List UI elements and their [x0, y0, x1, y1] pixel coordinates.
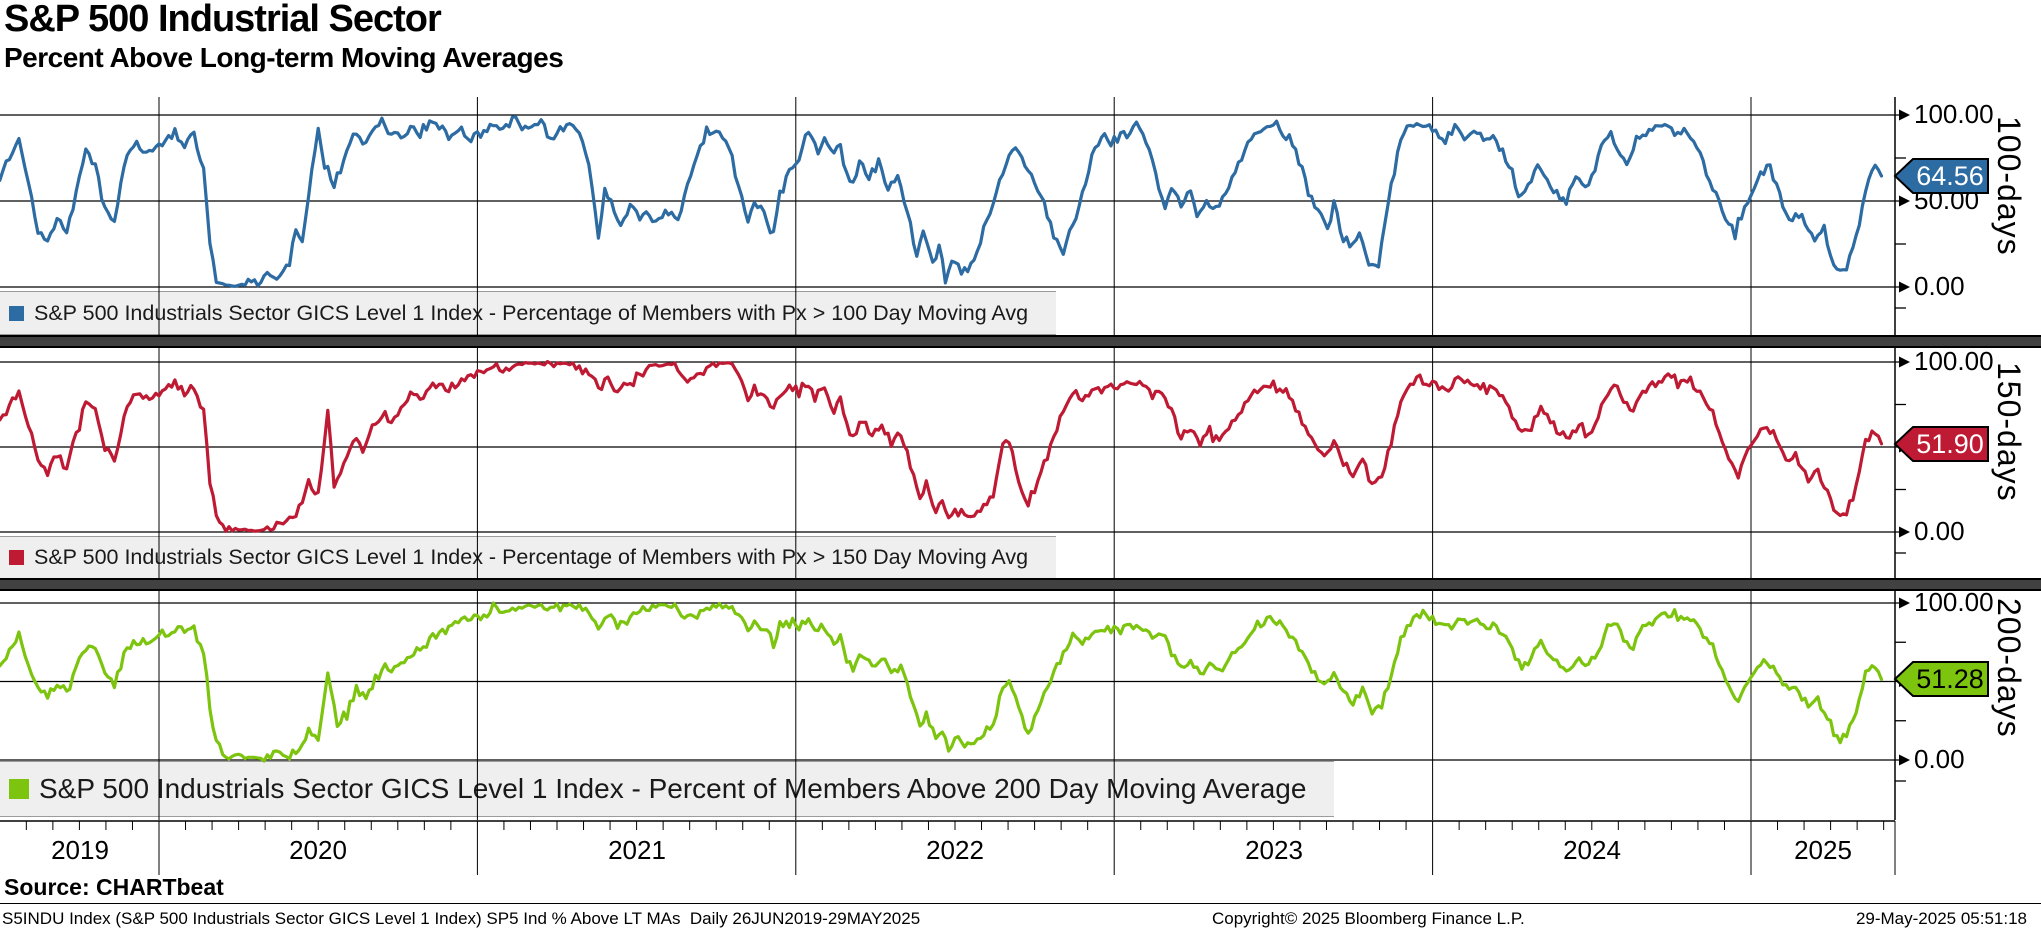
x-tick-label-2023: 2023	[1245, 835, 1303, 865]
badge-arrow-shape	[1893, 157, 1989, 194]
axis-arrow-icon	[1899, 526, 1910, 538]
last-value-150d: 51.90	[1916, 429, 1984, 459]
y-tick-label: 0.00	[1914, 271, 1965, 301]
axis-arrow-icon	[1899, 281, 1910, 293]
last-value-100d: 64.56	[1916, 161, 1984, 191]
footer-security-description: S5INDU Index (S&P 500 Industrials Sector…	[2, 909, 921, 928]
y-tick-label: 0.00	[1914, 744, 1965, 774]
legend-label-150d: S&P 500 Industrials Sector GICS Level 1 …	[34, 545, 1029, 569]
legend-150d: S&P 500 Industrials Sector GICS Level 1 …	[0, 536, 1057, 579]
legend-label-200d: S&P 500 Industrials Sector GICS Level 1 …	[39, 773, 1307, 804]
y-tick-label: 0.00	[1914, 516, 1965, 546]
axis-arrow-icon	[1899, 754, 1910, 766]
legend-200d: S&P 500 Industrials Sector GICS Level 1 …	[0, 761, 1335, 817]
series-line-200d	[0, 601, 1884, 763]
legend-marker-100d-icon	[9, 305, 24, 321]
axis-arrow-icon	[1899, 356, 1910, 368]
last-value-badge-150d: 51.90	[1893, 425, 1989, 462]
y-tick-label: 100.00	[1914, 99, 1994, 129]
last-value-badge-200d: 51.28	[1893, 661, 1989, 698]
x-tick-label-2024: 2024	[1563, 835, 1621, 865]
axis-arrow-icon	[1899, 195, 1910, 207]
x-tick-label-2022: 2022	[926, 835, 984, 865]
source-line: Source: CHARTbeat	[4, 874, 224, 900]
badge-arrow-shape	[1893, 425, 1989, 462]
page-title: S&P 500 Industrial Sector	[4, 0, 442, 40]
axis-arrow-icon	[1899, 109, 1910, 121]
x-tick-label-2025: 2025	[1794, 835, 1852, 865]
footer-divider	[0, 903, 2041, 904]
panel-separator	[0, 578, 2041, 591]
legend-100d: S&P 500 Industrials Sector GICS Level 1 …	[0, 291, 1057, 335]
panel-axis-label-100d: 100-days	[1991, 116, 2027, 256]
legend-marker-200d-icon	[9, 779, 29, 799]
page-subtitle: Percent Above Long-term Moving Averages	[4, 42, 564, 73]
legend-marker-150d-icon	[9, 550, 24, 565]
axis-arrow-icon	[1899, 597, 1910, 609]
footer-copyright: Copyright© 2025 Bloomberg Finance L.P.	[1212, 909, 1525, 928]
panel-axis-label-150d: 150-days	[1991, 362, 2027, 502]
x-tick-label-2021: 2021	[608, 835, 666, 865]
last-value-200d: 51.28	[1916, 664, 1984, 694]
footer-timestamp: 29-May-2025 05:51:18	[1855, 909, 2027, 928]
y-tick-label: 100.00	[1914, 346, 1994, 376]
x-tick-label-2020: 2020	[289, 835, 347, 865]
badge-arrow-shape	[1893, 661, 1989, 698]
panel-separator	[0, 335, 2041, 348]
series-line-100d	[0, 115, 1884, 288]
y-tick-label: 100.00	[1914, 587, 1994, 617]
last-value-badge-100d: 64.56	[1893, 157, 1989, 194]
series-line-150d	[0, 360, 1884, 533]
panel-axis-label-200d: 200-days	[1991, 598, 2027, 738]
x-tick-label-2019: 2019	[51, 835, 109, 865]
legend-label-100d: S&P 500 Industrials Sector GICS Level 1 …	[34, 300, 1029, 325]
